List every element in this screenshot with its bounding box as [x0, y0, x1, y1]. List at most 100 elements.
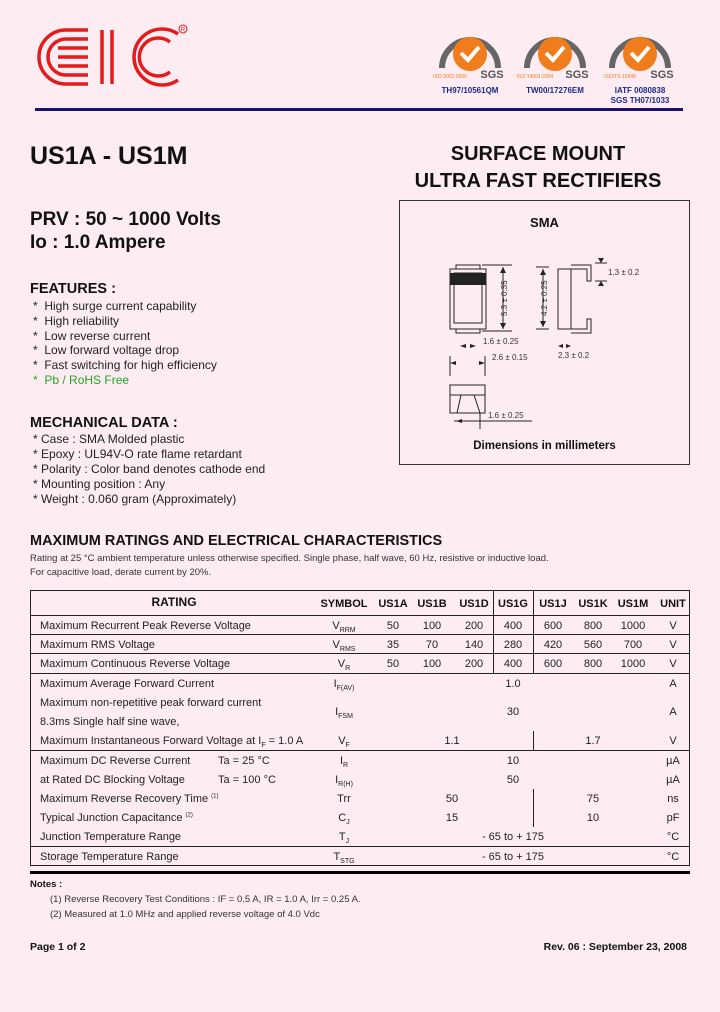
- note-2: (2) Measured at 1.0 MHz and applied reve…: [50, 909, 320, 920]
- symbol-subscript: F: [345, 742, 350, 750]
- unit: µA: [666, 774, 680, 786]
- feature-text: High surge current capability: [44, 299, 197, 313]
- symbol-subscript: RRM: [339, 627, 356, 635]
- row-divider: [31, 846, 689, 847]
- value: 600: [543, 620, 563, 632]
- rating-text: Maximum Instantaneous Forward Voltage at…: [40, 735, 262, 747]
- value: 800: [583, 658, 603, 670]
- column-header: US1J: [539, 598, 567, 610]
- certificate-badge: SGS ISO/TS 16949: [600, 22, 680, 82]
- rating-label: Maximum DC Reverse Current: [40, 755, 191, 767]
- mechanical-item: * Mounting position : Any: [33, 477, 166, 491]
- symbol: VRMS: [333, 639, 356, 653]
- value: 15: [445, 812, 459, 824]
- symbol: IF(AV): [334, 678, 355, 692]
- certificate-caption: TW00/17276EM: [526, 86, 584, 95]
- value: 100: [422, 620, 442, 632]
- symbol-subscript: RMS: [339, 646, 356, 654]
- feature-text: Pb / RoHS Free: [44, 373, 130, 387]
- ratings-note-1: Rating at 25 °C ambient temperature unle…: [30, 553, 549, 564]
- value: 1000: [620, 658, 646, 670]
- value: 800: [583, 620, 603, 632]
- symbol-subscript: FSM: [338, 713, 353, 721]
- symbol-text: I: [335, 706, 339, 718]
- symbol-text: Trr: [337, 793, 351, 805]
- value: 35: [386, 639, 400, 651]
- feature-text: Fast switching for high efficiency: [44, 358, 217, 373]
- value: 1.1: [444, 735, 460, 747]
- unit: V: [669, 735, 677, 747]
- symbol: VRRM: [332, 620, 355, 634]
- sgs-label: SGS: [650, 69, 673, 81]
- iso-label: ISO/TS 16949: [604, 74, 636, 80]
- value: 100: [422, 658, 442, 670]
- rating-label: Junction Temperature Range: [40, 831, 182, 843]
- dim-width: 2.6 ± 0.15: [492, 353, 528, 362]
- rating-label: Typical Junction Capacitance (2): [40, 812, 193, 824]
- unit: A: [669, 678, 677, 690]
- mechanical-item: * Case : SMA Molded plastic: [33, 432, 185, 446]
- svg-text:R: R: [181, 28, 186, 34]
- symbol-subscript: STG: [340, 858, 355, 866]
- note-ref: (1): [211, 793, 219, 800]
- row-divider: [31, 653, 689, 654]
- page-title: US1A - US1M: [30, 142, 188, 170]
- symbol-text: C: [338, 812, 347, 824]
- note-1: (1) Reverse Recovery Test Conditions : I…: [50, 894, 361, 905]
- certificate-caption: IATF 0080838: [614, 86, 666, 95]
- rating-label: Maximum non-repetitive peak forward curr…: [40, 697, 262, 709]
- row-divider: [31, 750, 689, 751]
- value: 200: [464, 658, 484, 670]
- value: 600: [543, 658, 563, 670]
- value: 140: [464, 639, 484, 651]
- ratings-table: RATING SYMBOL US1A US1B US1D US1G US1J US1K US1M…: [30, 590, 690, 866]
- symbol-text: V: [338, 735, 346, 747]
- feature-text: Low reverse current: [44, 328, 151, 343]
- sgs-label: SGS: [565, 69, 588, 81]
- symbol: IR(H): [335, 774, 353, 788]
- symbol-text: V: [332, 639, 340, 651]
- column-header: US1M: [617, 598, 649, 610]
- mechanical-item: * Epoxy : UL94V-O rate flame retardant: [33, 447, 242, 461]
- value: 1000: [620, 620, 646, 632]
- symbol: VF: [338, 735, 350, 749]
- rating-label: Maximum Recurrent Peak Reverse Voltage: [40, 620, 251, 632]
- dim-lead-width: 1.3 ± 0.2: [608, 268, 640, 277]
- dimension-drawing: 5.3 ± 0.35 4.2 ± 0.25 1.3 ± 0.2 1.6 ± 0.…: [449, 258, 640, 429]
- column-header: US1D: [459, 598, 489, 610]
- rating-label: Maximum Reverse Recovery Time (1): [40, 793, 219, 805]
- column-header: UNIT: [660, 598, 686, 610]
- feature-item: * Low reverse current: [33, 328, 151, 343]
- column-divider: [493, 591, 494, 673]
- value: 10: [586, 812, 600, 824]
- value: 1.7: [585, 735, 601, 747]
- symbol-text: T: [338, 831, 346, 843]
- notes-heading: Notes :: [30, 879, 63, 890]
- ratings-note-2: For capacitive load, derate current by 2…: [30, 567, 212, 578]
- symbol: TJ: [339, 831, 349, 845]
- feature-item: * Fast switching for high efficiency: [33, 358, 217, 373]
- unit: ns: [667, 793, 679, 805]
- feature-item: * High reliability: [33, 313, 120, 328]
- dim-lead: 1.6 ± 0.25: [488, 411, 524, 420]
- symbol-subscript: R: [345, 665, 351, 673]
- subtitle-line-1: SURFACE MOUNT: [450, 143, 626, 165]
- value: 50: [386, 658, 400, 670]
- symbol: CJ: [338, 812, 349, 826]
- rating-label: 8.3ms Single half sine wave,: [40, 716, 180, 728]
- rating-label: Maximum Instantaneous Forward Voltage at…: [40, 735, 303, 749]
- feature-item: * High surge current capability: [33, 299, 197, 313]
- ratings-heading: MAXIMUM RATINGS AND ELECTRICAL CHARACTER…: [30, 533, 443, 549]
- symbol-subscript: R(H): [338, 781, 353, 789]
- package-diagram: SMA 5.3 ± 0.35 4.2 ± 0.25 1.3 ± 0.2 1.6 …: [399, 200, 690, 465]
- feature-item: * Low forward voltage drop: [33, 343, 180, 358]
- symbol: TSTG: [333, 851, 354, 865]
- unit: A: [669, 706, 677, 718]
- revision: Rev. 06 : September 23, 2008: [543, 941, 687, 953]
- unit: °C: [666, 831, 680, 843]
- value: 420: [543, 639, 563, 651]
- symbol-text: I: [333, 678, 337, 690]
- rating-text: Typical Junction Capacitance: [40, 812, 183, 824]
- feature-text: High reliability: [44, 313, 120, 328]
- value: - 65 to + 175: [481, 831, 545, 843]
